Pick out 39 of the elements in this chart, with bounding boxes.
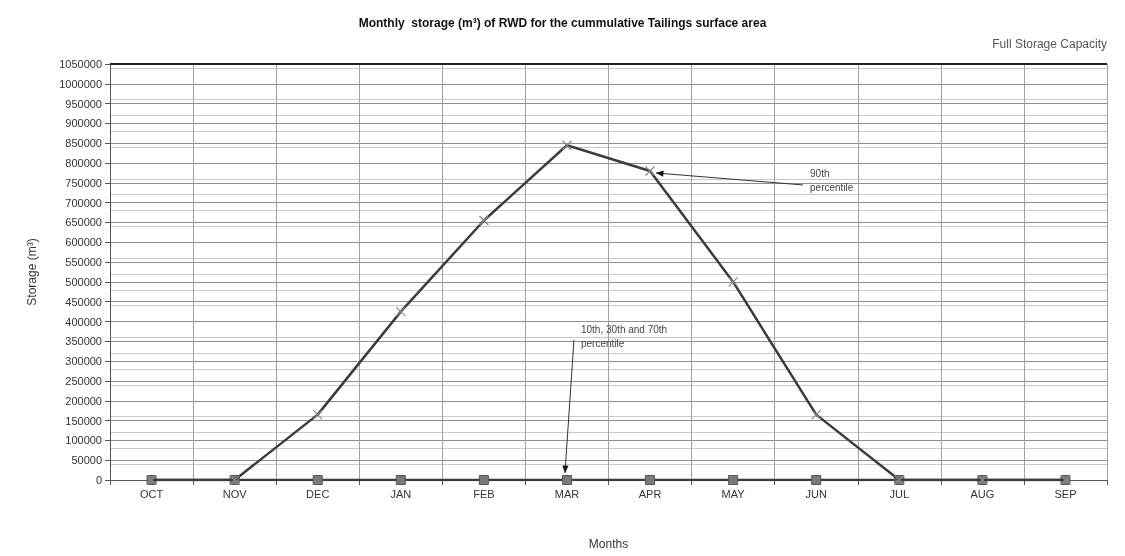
x-tick-label: MAY — [721, 487, 746, 500]
y-tick-label: 1050000 — [59, 58, 102, 70]
x-tick-label: OCT — [139, 487, 164, 500]
y-tick-label: 800000 — [65, 157, 102, 170]
y-axis-title: Storage (m³) — [25, 238, 39, 306]
y-tick-label: 150000 — [65, 414, 102, 427]
y-tick-label: 50000 — [71, 454, 102, 467]
x-tick-label: NOV — [222, 487, 248, 500]
y-tick-label: 250000 — [65, 374, 102, 387]
y-tick-label: 700000 — [65, 196, 102, 209]
x-axis-title: Months — [588, 537, 629, 551]
y-tick-label: 300000 — [65, 355, 102, 368]
x-tick-label: MAR — [554, 487, 580, 500]
annotation: 90th percentile — [810, 168, 854, 194]
x-tick-label: JUN — [805, 487, 827, 500]
y-tick-label: 600000 — [65, 236, 102, 249]
y-tick-label: 650000 — [65, 216, 102, 229]
chart-title: Monthly storage (m³) of RWD for the cummulative Tailings surface area — [358, 16, 767, 30]
y-tick-label: 1000000 — [59, 77, 102, 90]
y-tick-label: 950000 — [65, 97, 102, 110]
y-tick-label: 500000 — [65, 275, 102, 288]
y-tick-label: 100000 — [65, 434, 102, 447]
y-tick-label: 550000 — [65, 256, 102, 269]
x-tick-label: JAN — [390, 487, 412, 500]
y-tick-label: 0 — [95, 474, 102, 486]
ref-line-label: Full Storage Capacity — [992, 37, 1107, 51]
y-tick-label: 200000 — [65, 394, 102, 407]
y-tick-label: 350000 — [65, 335, 102, 348]
x-tick-label: SEP — [1054, 487, 1077, 500]
x-tick-label: APR — [638, 487, 662, 500]
y-tick-label: 900000 — [65, 117, 102, 130]
y-tick-label: 450000 — [65, 295, 102, 308]
y-tick-label: 850000 — [65, 137, 102, 150]
x-tick-label: FEB — [473, 487, 495, 500]
y-tick-label: 400000 — [65, 315, 102, 328]
y-tick-label: 750000 — [65, 176, 102, 189]
x-tick-label: DEC — [306, 487, 330, 500]
x-tick-label: JUL — [889, 487, 910, 500]
x-tick-label: AUG — [970, 487, 995, 500]
